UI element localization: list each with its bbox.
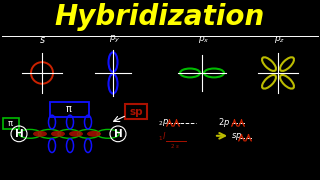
Text: Hybridization: Hybridization xyxy=(55,3,265,31)
Ellipse shape xyxy=(33,131,47,137)
Ellipse shape xyxy=(87,131,101,137)
Text: sp: sp xyxy=(129,107,143,117)
Text: $2p$: $2p$ xyxy=(218,116,230,129)
Text: $p_z$: $p_z$ xyxy=(274,34,286,45)
Text: $p_x$: $p_x$ xyxy=(198,34,210,45)
Text: $_{2}p$: $_{2}p$ xyxy=(158,117,169,128)
Text: $_{2\ s}$: $_{2\ s}$ xyxy=(170,142,180,151)
Ellipse shape xyxy=(69,131,83,137)
Text: $sp$: $sp$ xyxy=(231,131,242,142)
Text: π: π xyxy=(66,104,72,114)
Text: H: H xyxy=(114,129,122,139)
Ellipse shape xyxy=(51,131,65,137)
Text: π: π xyxy=(8,119,13,128)
Text: H: H xyxy=(15,129,23,139)
Text: $_{1}l$: $_{1}l$ xyxy=(158,130,166,143)
Text: $p_y$: $p_y$ xyxy=(109,34,121,45)
Text: s: s xyxy=(39,35,44,45)
